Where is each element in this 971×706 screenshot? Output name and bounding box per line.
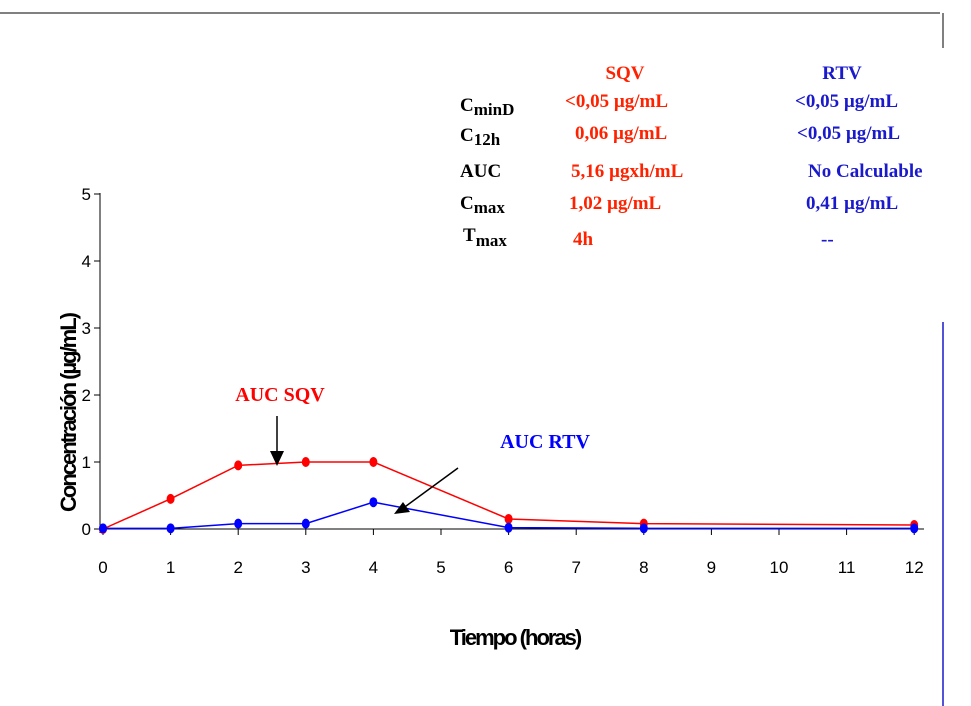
y-tick-label: 0	[82, 520, 91, 539]
table-rtv-cmax: 0,41 µg/mL	[806, 193, 898, 214]
y-tick-label: 3	[82, 319, 91, 338]
x-tick-label: 6	[504, 558, 513, 577]
data-point-sqv	[369, 457, 378, 467]
x-tick-label: 0	[98, 558, 107, 577]
data-point-rtv	[639, 523, 648, 534]
y-tick-label: 5	[82, 185, 91, 204]
x-tick-label: 3	[301, 558, 310, 577]
data-point-sqv	[166, 493, 175, 504]
data-point-rtv	[99, 523, 107, 534]
series-line-rtv	[103, 501, 915, 530]
table-rtv-c12h: <0,05 µg/mL	[797, 123, 900, 144]
table-header-sqv: SQV	[605, 63, 644, 84]
data-point-rtv	[234, 518, 243, 529]
x-ticks: 0 1 2 3 4 5 6 7 8 9 10 11 12	[98, 529, 924, 577]
y-tick-label: 2	[82, 386, 91, 405]
x-tick-label: 7	[571, 558, 580, 577]
x-axis-title: Tiempo (horas)	[450, 625, 582, 650]
annotation-rtv-arrowhead	[394, 502, 410, 514]
axes	[95, 193, 924, 533]
series-line-sqv	[102, 461, 915, 530]
table-param-c12h: C12h	[460, 125, 501, 149]
x-tick-label: 1	[166, 558, 175, 577]
data-point-rtv	[369, 497, 378, 508]
table-rtv-tmax: --	[821, 229, 834, 250]
data-point-rtv	[910, 523, 919, 534]
x-tick-label: 11	[838, 558, 856, 577]
table-header-rtv: RTV	[822, 63, 862, 84]
table-param-tmax: Tmax	[463, 225, 507, 250]
y-axis-title: Concentración (µg/mL)	[56, 312, 81, 512]
table-sqv-cmax: 1,02 µg/mL	[569, 193, 661, 214]
y-tick-label: 1	[82, 453, 91, 472]
table-sqv-cmind: <0,05 µg/mL	[565, 91, 668, 112]
x-tick-label: 2	[233, 558, 242, 577]
series-layer	[99, 457, 919, 534]
table-sqv-auc: 5,16 µgxh/mL	[571, 161, 683, 182]
annotation-auc-sqv: AUC SQV	[235, 384, 325, 406]
table-param-cmax: Cmax	[460, 193, 505, 217]
x-tick-label: 10	[770, 558, 789, 577]
table-param-auc: AUC	[460, 161, 501, 182]
table-rtv-auc: No Calculable	[808, 161, 923, 182]
table-param-cmind: CminD	[460, 95, 514, 119]
data-point-sqv	[301, 457, 310, 467]
annotation-rtv-arrow-shaft	[401, 467, 459, 510]
data-point-sqv	[234, 460, 243, 471]
results-table: SQV RTV CminD <0,05 µg/mL <0,05 µg/mL C1…	[460, 63, 923, 250]
annotation-auc-rtv: AUC RTV	[500, 431, 590, 453]
data-point-rtv	[504, 522, 513, 533]
x-tick-label: 9	[707, 558, 716, 577]
x-tick-label: 5	[436, 558, 445, 577]
y-tick-label: 4	[82, 252, 91, 271]
x-tick-label: 12	[905, 558, 924, 577]
table-sqv-tmax: 4h	[573, 229, 594, 250]
annotation-sqv-arrowhead	[270, 451, 284, 466]
data-point-rtv	[166, 523, 175, 534]
data-point-rtv	[301, 518, 310, 529]
table-sqv-c12h: 0,06 µg/mL	[575, 123, 667, 144]
x-tick-label: 4	[369, 558, 378, 577]
y-ticks: 0 1 2 3 4 5	[82, 185, 100, 539]
x-tick-label: 8	[639, 558, 648, 577]
table-rtv-cmind: <0,05 µg/mL	[795, 91, 898, 112]
data-point-sqv	[504, 513, 513, 524]
